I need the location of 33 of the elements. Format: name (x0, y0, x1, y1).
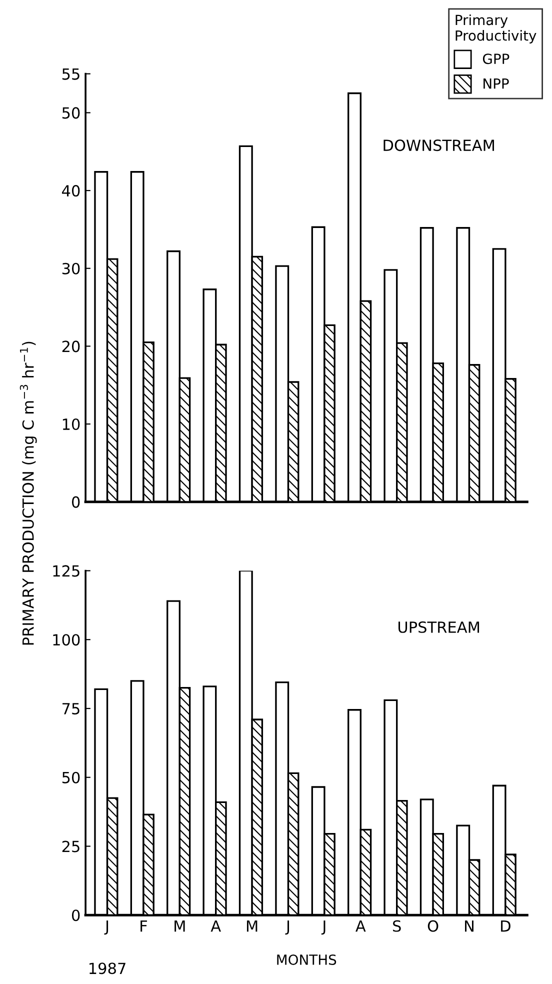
x-tick-label: S (393, 920, 401, 932)
x-tick-label: M (174, 920, 185, 932)
y-tick-label: 0 (72, 496, 80, 508)
y-tick-label: 40 (62, 185, 80, 197)
y-tick-label: 20 (62, 340, 80, 352)
annotation: UPSTREAM (398, 621, 480, 633)
x-tick-label: J (321, 920, 326, 935)
text: 1987 (90, 962, 126, 974)
x-tick-label: F (140, 920, 147, 932)
x-tick-label: M (246, 920, 258, 932)
y-tick-label: 75 (62, 703, 80, 714)
x-tick-label: O (428, 920, 438, 932)
y-tick-label: 0 (72, 910, 80, 922)
legend-title: Primary Productivity (456, 14, 536, 44)
y-tick-label: 30 (62, 262, 80, 274)
x-tick-label: J (285, 920, 290, 935)
y-tick-label: 125 (53, 565, 80, 577)
x-tick-label: N (465, 920, 474, 932)
x-tick-label: J (104, 920, 108, 935)
y-axis-title: PRIMARY PRODUCTION (mg C m$^{−3}$ hr$^{−1}$) (20, 342, 37, 645)
legend-label: NPP (484, 78, 509, 89)
x-tick-label: A (210, 920, 221, 932)
x-tick-label: D (501, 920, 510, 932)
x-axis-title: MONTHS (277, 954, 336, 965)
legend-label: GPP (482, 54, 510, 64)
y-tick-label: 25 (62, 840, 80, 852)
y-tick-label: 50 (62, 772, 80, 784)
y-tick-label: 10 (62, 418, 80, 430)
annotation: DOWNSTREAM (384, 140, 494, 152)
y-tick-label: 100 (53, 634, 80, 646)
y-tick-label: 50 (62, 107, 80, 119)
x-tick-label: A (356, 920, 366, 932)
y-tick-label: 55 (62, 68, 80, 80)
